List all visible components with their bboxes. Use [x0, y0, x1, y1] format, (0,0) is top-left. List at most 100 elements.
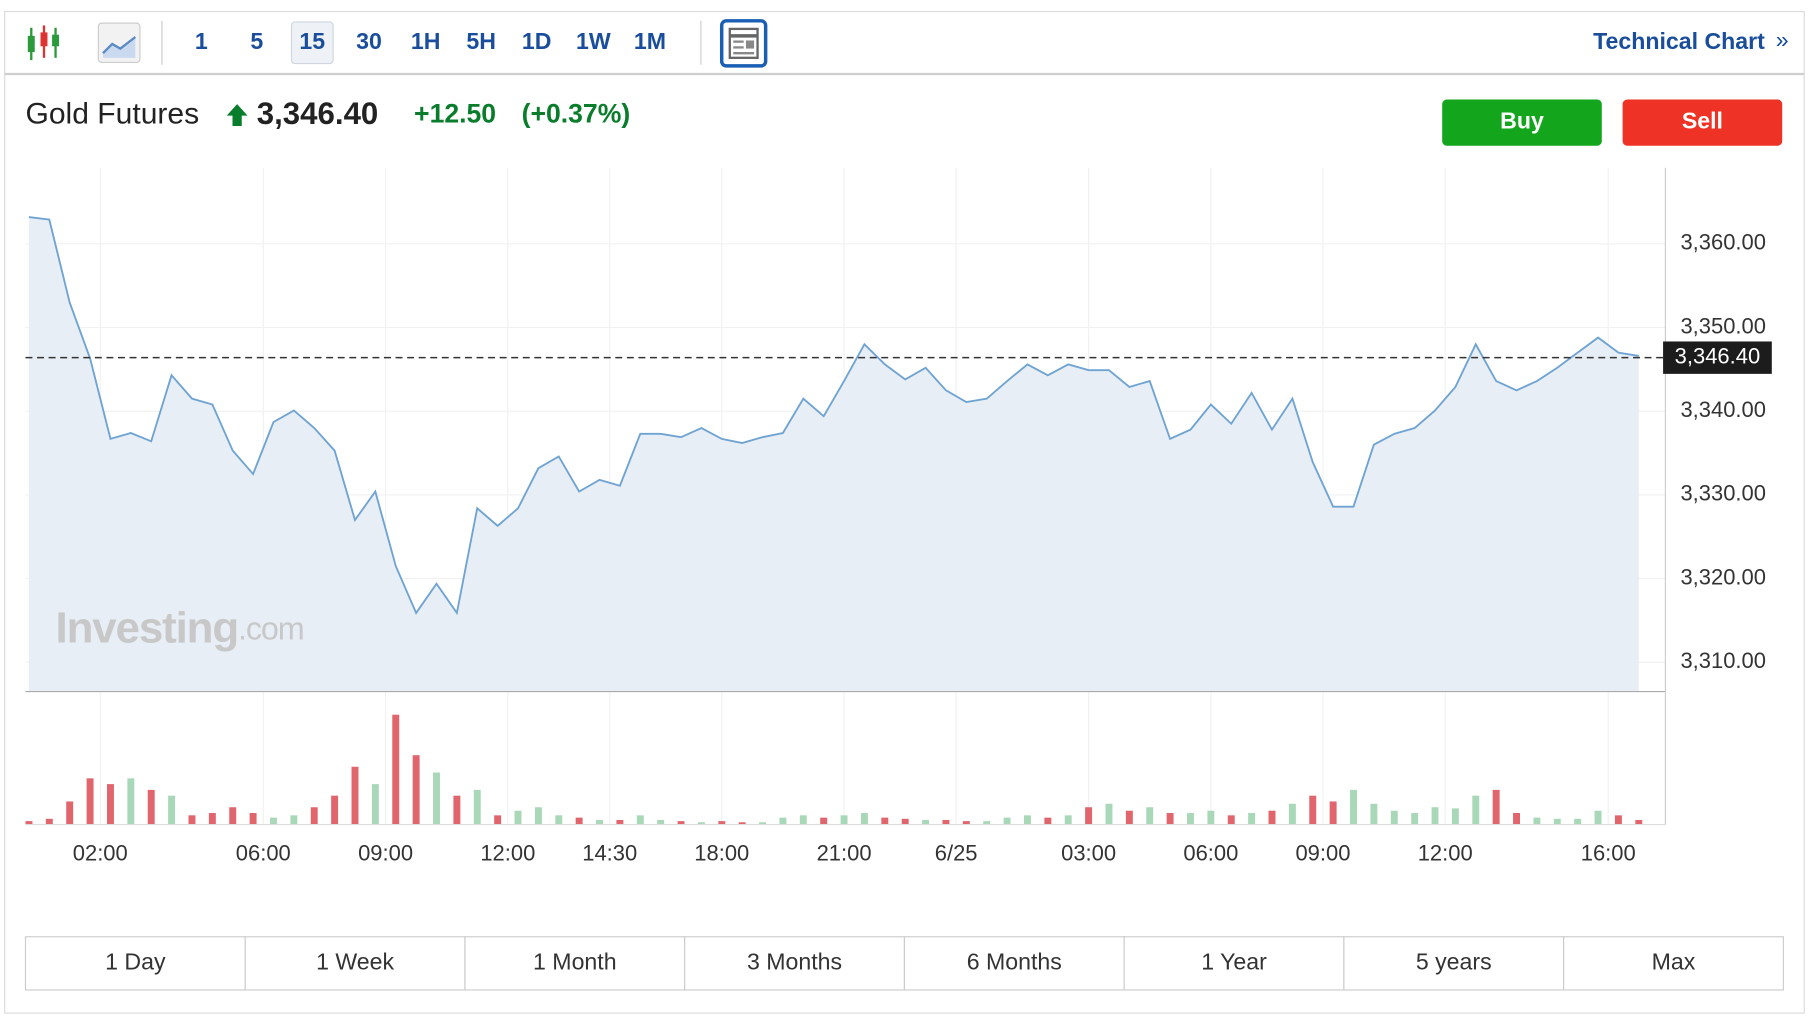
range-label[interactable]: 5 years	[1416, 948, 1492, 974]
range-button[interactable]	[464, 936, 686, 991]
volume-bar	[1288, 803, 1296, 825]
volume-bar	[657, 819, 665, 825]
candle-icon[interactable]	[27, 25, 60, 61]
range-label[interactable]: 1 Month	[533, 948, 617, 974]
volume-bar	[1207, 810, 1215, 825]
x-tick-label: 16:00	[1581, 840, 1636, 865]
y-tick-label: 3,360.00	[1680, 230, 1766, 255]
volume-bar	[1553, 818, 1561, 825]
volume-bar	[1492, 789, 1500, 825]
sell-button[interactable]	[1622, 99, 1783, 146]
range-button[interactable]	[1563, 936, 1784, 991]
instrument-name: Gold Futures	[25, 98, 199, 131]
volume-bar	[901, 818, 909, 825]
volume-bar	[575, 817, 583, 825]
volume-bar	[779, 817, 787, 825]
range-button[interactable]	[684, 936, 905, 991]
volume-bar	[392, 714, 400, 825]
volume-bar	[820, 817, 828, 825]
range-button[interactable]	[24, 936, 246, 991]
volume-bar	[494, 815, 502, 825]
volume-bar	[636, 815, 644, 825]
volume-bar	[1166, 813, 1174, 825]
volume-bar	[249, 813, 257, 825]
volume-bar	[942, 819, 950, 825]
volume-bar	[1309, 795, 1317, 825]
range-label[interactable]: 1 Week	[316, 948, 394, 974]
volume-bar	[616, 819, 624, 825]
last-price-box	[1663, 341, 1772, 374]
volume-bar	[1635, 819, 1643, 825]
interval-button[interactable]: 1	[195, 28, 208, 54]
volume-bar	[555, 815, 563, 825]
volume-bar	[1614, 815, 1622, 825]
active-interval-box[interactable]	[290, 21, 334, 65]
y-tick-label: 3,310.00	[1680, 648, 1766, 673]
change: +12.50	[414, 99, 496, 129]
volume-bar	[860, 813, 868, 825]
volume-bar	[1064, 815, 1072, 825]
volume-bar	[962, 821, 970, 825]
line-chart-icon[interactable]	[97, 22, 141, 64]
volume-bar	[596, 819, 603, 825]
x-tick-label: 18:00	[694, 840, 749, 865]
volume-bar	[738, 822, 746, 825]
watermark-brand: Investing	[56, 603, 238, 652]
volume-bar	[310, 807, 318, 825]
volume-bar	[473, 789, 481, 825]
x-tick-label: 09:00	[358, 840, 413, 865]
x-tick-label: 6/25	[935, 840, 978, 865]
x-tick-label: 09:00	[1295, 840, 1350, 865]
x-tick-label: 06:00	[236, 840, 291, 865]
sell-label[interactable]: Sell	[1682, 108, 1723, 134]
range-label[interactable]: 1 Day	[105, 948, 166, 974]
x-tick-label: 03:00	[1061, 840, 1116, 865]
buy-label[interactable]: Buy	[1500, 108, 1544, 134]
volume-bar	[86, 778, 94, 825]
range-button[interactable]	[1123, 936, 1345, 991]
volume-bar	[1513, 813, 1521, 825]
volume-bar	[270, 817, 277, 825]
range-label[interactable]: Max	[1652, 948, 1696, 974]
volume-bar	[1431, 807, 1439, 825]
volume-bar	[1125, 810, 1133, 825]
volume-bar	[1350, 789, 1357, 825]
y-tick-label: 3,330.00	[1680, 481, 1766, 506]
range-button[interactable]	[1343, 936, 1565, 991]
change-percent: (+0.37%)	[522, 99, 631, 129]
range-label[interactable]: 1 Year	[1201, 948, 1267, 974]
layout-icon[interactable]	[719, 19, 768, 68]
range-label[interactable]: 6 Months	[967, 948, 1062, 974]
interval-button[interactable]: 5	[250, 28, 263, 54]
technical-chart-link[interactable]: Technical Chart	[1593, 28, 1765, 54]
volume-bar	[229, 807, 237, 825]
volume-bar	[331, 795, 339, 825]
interval-button[interactable]: 1D	[522, 28, 552, 54]
interval-button[interactable]: 15	[299, 28, 325, 54]
interval-button[interactable]: 1W	[576, 28, 611, 54]
volume-bar	[188, 815, 196, 825]
interval-button[interactable]: 1H	[411, 28, 441, 54]
volume-bar	[1085, 807, 1093, 825]
volume-bar	[1329, 801, 1337, 825]
volume-bar	[1146, 807, 1154, 825]
interval-button[interactable]: 1M	[634, 28, 666, 54]
volume-bar	[983, 821, 991, 825]
x-tick-label: 06:00	[1183, 840, 1238, 865]
interval-button[interactable]: 30	[356, 28, 382, 54]
volume-bar	[799, 815, 807, 825]
x-tick-label: 12:00	[480, 840, 535, 865]
volume-bar	[1187, 813, 1194, 825]
volume-bar	[1105, 803, 1113, 825]
volume-bar	[453, 795, 461, 825]
price-line	[28, 216, 1639, 616]
buy-button[interactable]	[1442, 99, 1602, 146]
interval-button[interactable]: 5H	[466, 28, 496, 54]
range-button[interactable]	[903, 936, 1125, 991]
chevron[interactable]: »	[1776, 27, 1789, 53]
volume-bar	[25, 821, 33, 825]
volume-bar	[290, 815, 298, 825]
volume-bar	[1451, 808, 1459, 825]
range-label[interactable]: 3 Months	[747, 948, 842, 974]
